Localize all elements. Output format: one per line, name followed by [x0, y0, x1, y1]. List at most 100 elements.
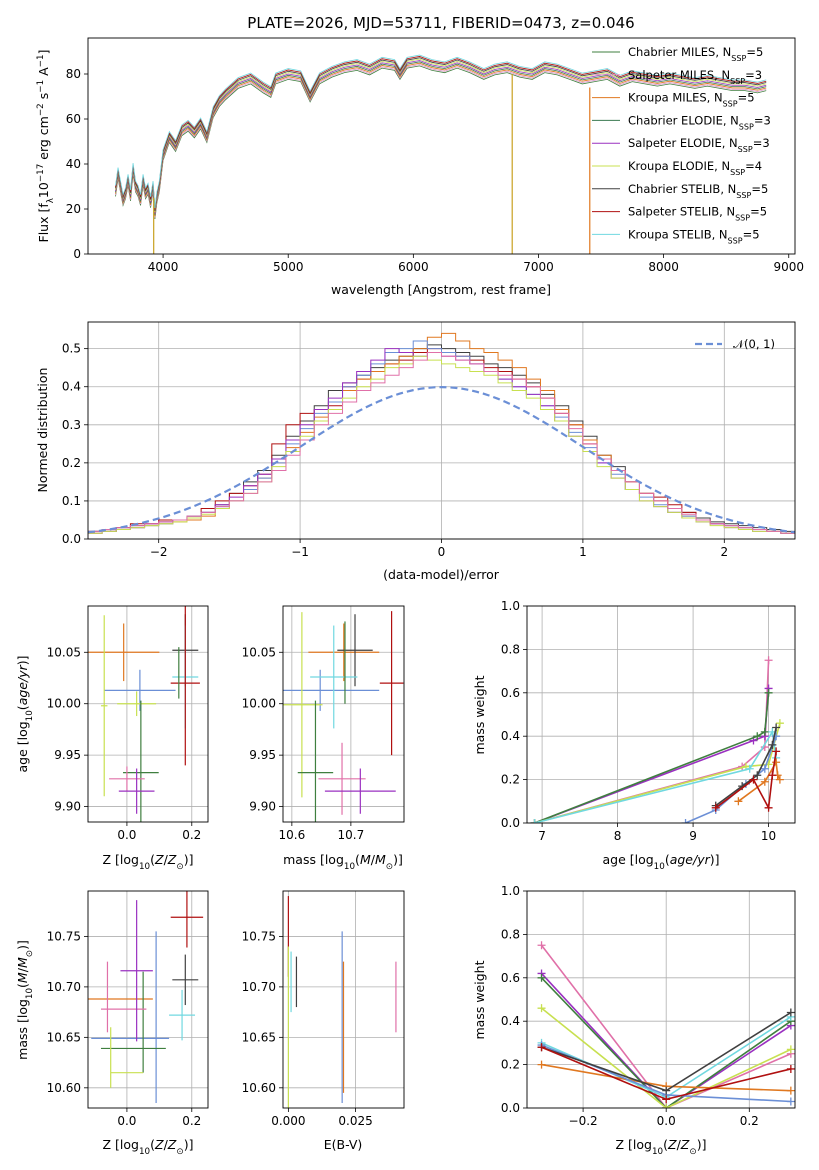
x-axis-label: (data-model)/error — [383, 567, 500, 582]
series-line — [541, 1007, 792, 1108]
weight-vs-age-plot-area — [530, 656, 784, 823]
y-tick-label: 0.0 — [501, 816, 520, 830]
data-point-marker — [753, 732, 762, 741]
histogram-series — [88, 351, 795, 539]
y-tick-label: 0.2 — [501, 1058, 520, 1072]
y-tick-label: 0.8 — [501, 642, 520, 656]
x-tick-label: 2 — [720, 545, 728, 559]
x-tick-label: 10 — [761, 829, 776, 843]
mass-vs-z-group — [84, 891, 208, 1112]
y-tick-label: 10.60 — [242, 1081, 276, 1095]
y-axis-label: mass [log10(M/M⊙)] — [15, 940, 35, 1060]
x-tick-label: 9000 — [773, 260, 804, 274]
data-point-marker — [537, 1043, 546, 1052]
spectrum-line — [115, 54, 767, 209]
legend-entry: Kroupa STELIB, NSSP=5 — [628, 227, 760, 245]
data-point-marker — [662, 1104, 671, 1108]
spectrum-line — [115, 56, 767, 210]
axes-frame — [526, 890, 796, 1109]
weight-vs-z-plot-area — [537, 941, 795, 1108]
data-point-marker — [772, 747, 781, 756]
x-tick-label: 8 — [614, 829, 622, 843]
axes-frame — [87, 605, 209, 823]
y-tick-label: 0.6 — [501, 686, 520, 700]
axes-frame — [526, 605, 796, 824]
series-line — [534, 660, 770, 823]
y-tick-label: 40 — [66, 157, 81, 171]
age-vs-mass-plot-area — [283, 611, 404, 822]
x-tick-label: 0.2 — [182, 828, 201, 842]
axes-frame — [87, 890, 209, 1109]
spectrum-line — [115, 61, 767, 215]
y-tick-label: 9.95 — [249, 748, 276, 762]
x-axis-label: E(B-V) — [324, 1137, 363, 1152]
y-axis-label: mass weight — [472, 675, 487, 754]
spectrum-line — [115, 64, 767, 218]
x-axis-label: Z [log10(Z/Z⊙)] — [103, 1137, 194, 1157]
legend-entry: Chabrier MILES, NSSP=5 — [628, 45, 763, 63]
age-vs-z-group — [84, 606, 208, 826]
data-point-marker — [760, 777, 769, 786]
axes-frame — [87, 37, 796, 255]
y-tick-label: 1.0 — [501, 599, 520, 613]
spectrum-plot-area — [115, 54, 767, 254]
spectrum-group — [84, 73, 790, 258]
y-tick-label: 0.4 — [62, 380, 81, 394]
data-point-marker — [745, 764, 754, 773]
y-tick-label: 60 — [66, 112, 81, 126]
gaussian-reference-curve — [88, 386, 795, 534]
legend-entry: Salpeter STELIB, NSSP=5 — [628, 205, 767, 223]
y-tick-label: 10.05 — [242, 645, 276, 659]
mass-vs-z-plot-area — [88, 891, 204, 1103]
legend-entry: Salpeter ELODIE, NSSP=3 — [628, 136, 770, 154]
spectrum-line — [115, 58, 767, 213]
data-point-marker — [772, 723, 781, 732]
spectrum-line — [115, 60, 767, 214]
x-tick-label: 1 — [579, 545, 587, 559]
x-axis-label: mass [log10(M/M⊙)] — [283, 852, 403, 872]
x-tick-label: 9 — [689, 829, 697, 843]
data-point-marker — [537, 941, 546, 950]
y-tick-label: 9.95 — [54, 748, 81, 762]
y-tick-label: 20 — [66, 202, 81, 216]
x-tick-label: 0.0 — [117, 1114, 136, 1128]
series-line — [540, 944, 792, 1108]
mass-vs-ebv-group — [279, 891, 404, 1112]
spectrum-line — [115, 65, 767, 219]
age-vs-z-plot-area — [88, 606, 200, 822]
x-tick-label: 7 — [538, 829, 546, 843]
x-tick-label: 0.0 — [117, 828, 136, 842]
spectrum-line — [115, 62, 767, 217]
y-tick-label: 0.4 — [501, 729, 520, 743]
y-tick-label: 1.0 — [501, 884, 520, 898]
x-axis-label: Z [log10(Z/Z⊙)] — [103, 852, 194, 872]
y-tick-label: 0.5 — [62, 342, 81, 356]
x-axis-label: age [log10(age/yr)] — [602, 852, 719, 872]
y-tick-label: 80 — [66, 67, 81, 81]
series-line — [540, 972, 792, 1108]
residuals-plot-area — [88, 332, 795, 539]
x-tick-label: 4000 — [148, 260, 179, 274]
x-tick-label: 10.7 — [338, 828, 365, 842]
x-axis-label: Z [log10(Z/Z⊙)] — [616, 1137, 707, 1157]
y-tick-label: 9.90 — [54, 800, 81, 814]
y-tick-label: 10.70 — [47, 980, 81, 994]
data-point-marker — [734, 797, 743, 806]
y-tick-label: 0.2 — [501, 773, 520, 787]
x-tick-label: 0.000 — [271, 1114, 305, 1128]
data-point-marker — [537, 1060, 546, 1069]
y-tick-label: 0.3 — [62, 418, 81, 432]
x-tick-label: 0 — [438, 545, 446, 559]
series-line — [540, 977, 792, 1108]
y-tick-label: 0.1 — [62, 494, 81, 508]
x-tick-label: 0.0 — [657, 1114, 676, 1128]
y-tick-label: 10.65 — [242, 1030, 276, 1044]
weight-vs-age-group — [523, 605, 795, 827]
data-point-marker — [775, 775, 784, 784]
data-point-marker — [760, 727, 769, 736]
y-axis-label: Normed distribution — [35, 368, 50, 493]
data-point-marker — [786, 1097, 795, 1106]
data-point-marker — [530, 819, 539, 823]
x-tick-label: −1 — [291, 545, 309, 559]
y-tick-label: 10.75 — [242, 929, 276, 943]
